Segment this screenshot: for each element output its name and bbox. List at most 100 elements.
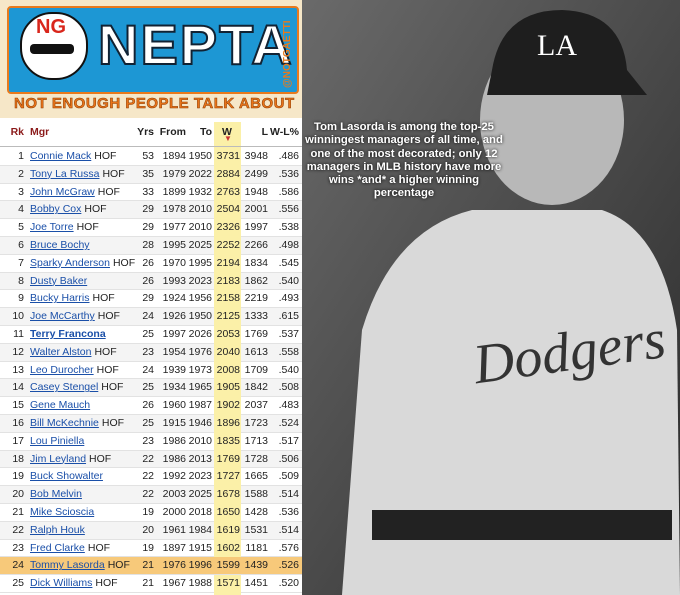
cell-pct: .514 bbox=[278, 488, 299, 501]
cell-from: 1899 bbox=[162, 185, 186, 198]
manager-link[interactable]: Dusty Baker bbox=[30, 274, 88, 287]
w-cell-bg bbox=[214, 219, 241, 237]
cell-l: 2219 bbox=[244, 292, 268, 305]
manager-link[interactable]: Jim Leyland HOF bbox=[30, 451, 140, 469]
cell-pct: .524 bbox=[278, 417, 299, 429]
manager-link[interactable]: Ralph Houk bbox=[30, 523, 85, 536]
cell-l: 1709 bbox=[244, 363, 268, 376]
cell-l: 1842 bbox=[244, 381, 268, 394]
manager-link[interactable]: Dick Williams HOF bbox=[30, 575, 140, 593]
cell-l: 1665 bbox=[244, 470, 268, 483]
cell-yrs: 19 bbox=[142, 506, 154, 518]
hof-tag: HOF bbox=[101, 381, 124, 394]
manager-link[interactable]: Mike Scioscia bbox=[30, 506, 95, 518]
w-cell-bg bbox=[214, 308, 241, 326]
manager-link[interactable]: Joe Torre HOF bbox=[30, 219, 140, 237]
cell-pct: .540 bbox=[278, 274, 299, 287]
cell-yrs: 21 bbox=[142, 577, 154, 590]
cell-w: 1727 bbox=[216, 470, 240, 483]
row-bg bbox=[0, 575, 302, 593]
w-cell-bg bbox=[214, 450, 241, 469]
cell-to: 2010 bbox=[188, 434, 212, 447]
cell-to: 2023 bbox=[188, 274, 212, 287]
photo: LA Dodgers bbox=[302, 0, 680, 595]
cell-to: 2018 bbox=[188, 506, 212, 518]
manager-link[interactable]: Buck Showalter bbox=[30, 470, 103, 483]
manager-link[interactable]: Bruce Bochy bbox=[30, 239, 90, 251]
cell-w: 2252 bbox=[216, 239, 240, 251]
w-cell-bg bbox=[214, 397, 241, 415]
cell-to: 2026 bbox=[188, 328, 212, 340]
row-bg bbox=[0, 362, 302, 380]
cell-rk: 21 bbox=[12, 506, 24, 518]
w-cell-bg bbox=[214, 183, 241, 202]
manager-link[interactable]: Gene Mauch bbox=[30, 399, 91, 412]
cell-w: 1902 bbox=[216, 399, 240, 412]
cell-yrs: 53 bbox=[142, 150, 154, 162]
cell-rk: 17 bbox=[12, 434, 24, 447]
column-header: W bbox=[222, 126, 232, 138]
manager-link[interactable]: Lou Piniella bbox=[30, 434, 85, 447]
manager-link[interactable]: Tony La Russa HOF bbox=[30, 166, 140, 184]
cell-rk: 19 bbox=[12, 470, 24, 483]
cell-from: 1954 bbox=[162, 345, 186, 358]
cell-pct: .520 bbox=[278, 577, 299, 590]
badge-text: NG bbox=[36, 16, 66, 38]
sort-arrow: ▼ bbox=[224, 134, 232, 143]
w-cell-bg bbox=[214, 343, 241, 362]
hof-tag: HOF bbox=[96, 363, 119, 376]
manager-link[interactable]: Casey Stengel HOF bbox=[30, 379, 140, 397]
cell-to: 1984 bbox=[188, 523, 212, 536]
cell-from: 1961 bbox=[162, 523, 186, 536]
cell-to: 1987 bbox=[188, 399, 212, 412]
cell-w: 2763 bbox=[216, 185, 240, 198]
cell-yrs: 25 bbox=[142, 381, 154, 394]
cell-w: 2326 bbox=[216, 221, 240, 234]
cell-l: 1181 bbox=[245, 541, 268, 554]
manager-link[interactable]: Sparky Anderson HOF bbox=[30, 255, 140, 273]
manager-link[interactable]: John McGraw HOF bbox=[30, 184, 140, 202]
row-bg bbox=[0, 290, 302, 309]
manager-link[interactable]: Joe McCarthy HOF bbox=[30, 308, 140, 326]
cell-rk: 25 bbox=[12, 577, 24, 590]
manager-link[interactable]: Tommy Lasorda HOF bbox=[30, 557, 140, 575]
hof-tag: HOF bbox=[87, 541, 111, 554]
manager-link[interactable]: Bobby Cox HOF bbox=[30, 201, 140, 219]
cell-yrs: 22 bbox=[142, 488, 154, 501]
cell-l: 1948 bbox=[244, 185, 268, 198]
table: Rk Mgr Yrs From To W L W-L% ▼ 1 Connie Mack HOF 53 18… bbox=[0, 120, 302, 595]
manager-link[interactable]: Walter Alston HOF bbox=[30, 344, 140, 362]
cell-from: 2003 bbox=[162, 488, 186, 501]
w-cell-bg bbox=[214, 486, 241, 504]
cell-pct: .558 bbox=[278, 345, 299, 358]
cell-from: 1934 bbox=[162, 381, 186, 394]
cell-yrs: 26 bbox=[142, 256, 154, 269]
w-cell-bg bbox=[214, 521, 241, 540]
logo-title: NEPTA bbox=[97, 12, 294, 77]
cell-w: 2040 bbox=[216, 345, 240, 358]
cell-l: 1451 bbox=[244, 577, 268, 590]
hof-tag: HOF bbox=[94, 345, 117, 358]
cell-to: 2010 bbox=[188, 221, 212, 234]
row-bg bbox=[0, 148, 302, 166]
manager-link[interactable]: Terry Francona bbox=[30, 328, 106, 340]
cell-w: 1602 bbox=[216, 541, 240, 554]
cell-l: 2001 bbox=[244, 203, 268, 216]
manager-link[interactable]: Bob Melvin bbox=[30, 488, 82, 501]
hof-tag: HOF bbox=[92, 292, 115, 305]
cell-yrs: 28 bbox=[142, 239, 154, 251]
cell-from: 1924 bbox=[162, 292, 186, 305]
row-bg bbox=[0, 326, 302, 344]
cell-w: 1619 bbox=[216, 523, 240, 536]
manager-link[interactable]: Connie Mack HOF bbox=[30, 148, 140, 166]
cell-l: 1428 bbox=[244, 506, 268, 518]
cell-pct: .493 bbox=[278, 292, 299, 305]
cell-rk: 16 bbox=[12, 417, 24, 429]
manager-link[interactable]: Bill McKechnie HOF bbox=[30, 415, 140, 433]
logo-handle: @NOTGAETTI bbox=[282, 20, 293, 88]
cell-pct: .586 bbox=[278, 185, 299, 198]
manager-link[interactable]: Leo Durocher HOF bbox=[30, 362, 140, 380]
manager-link[interactable]: Bucky Harris HOF bbox=[30, 290, 140, 308]
manager-link[interactable]: Fred Clarke HOF bbox=[30, 540, 140, 558]
cell-w: 2008 bbox=[216, 363, 240, 376]
